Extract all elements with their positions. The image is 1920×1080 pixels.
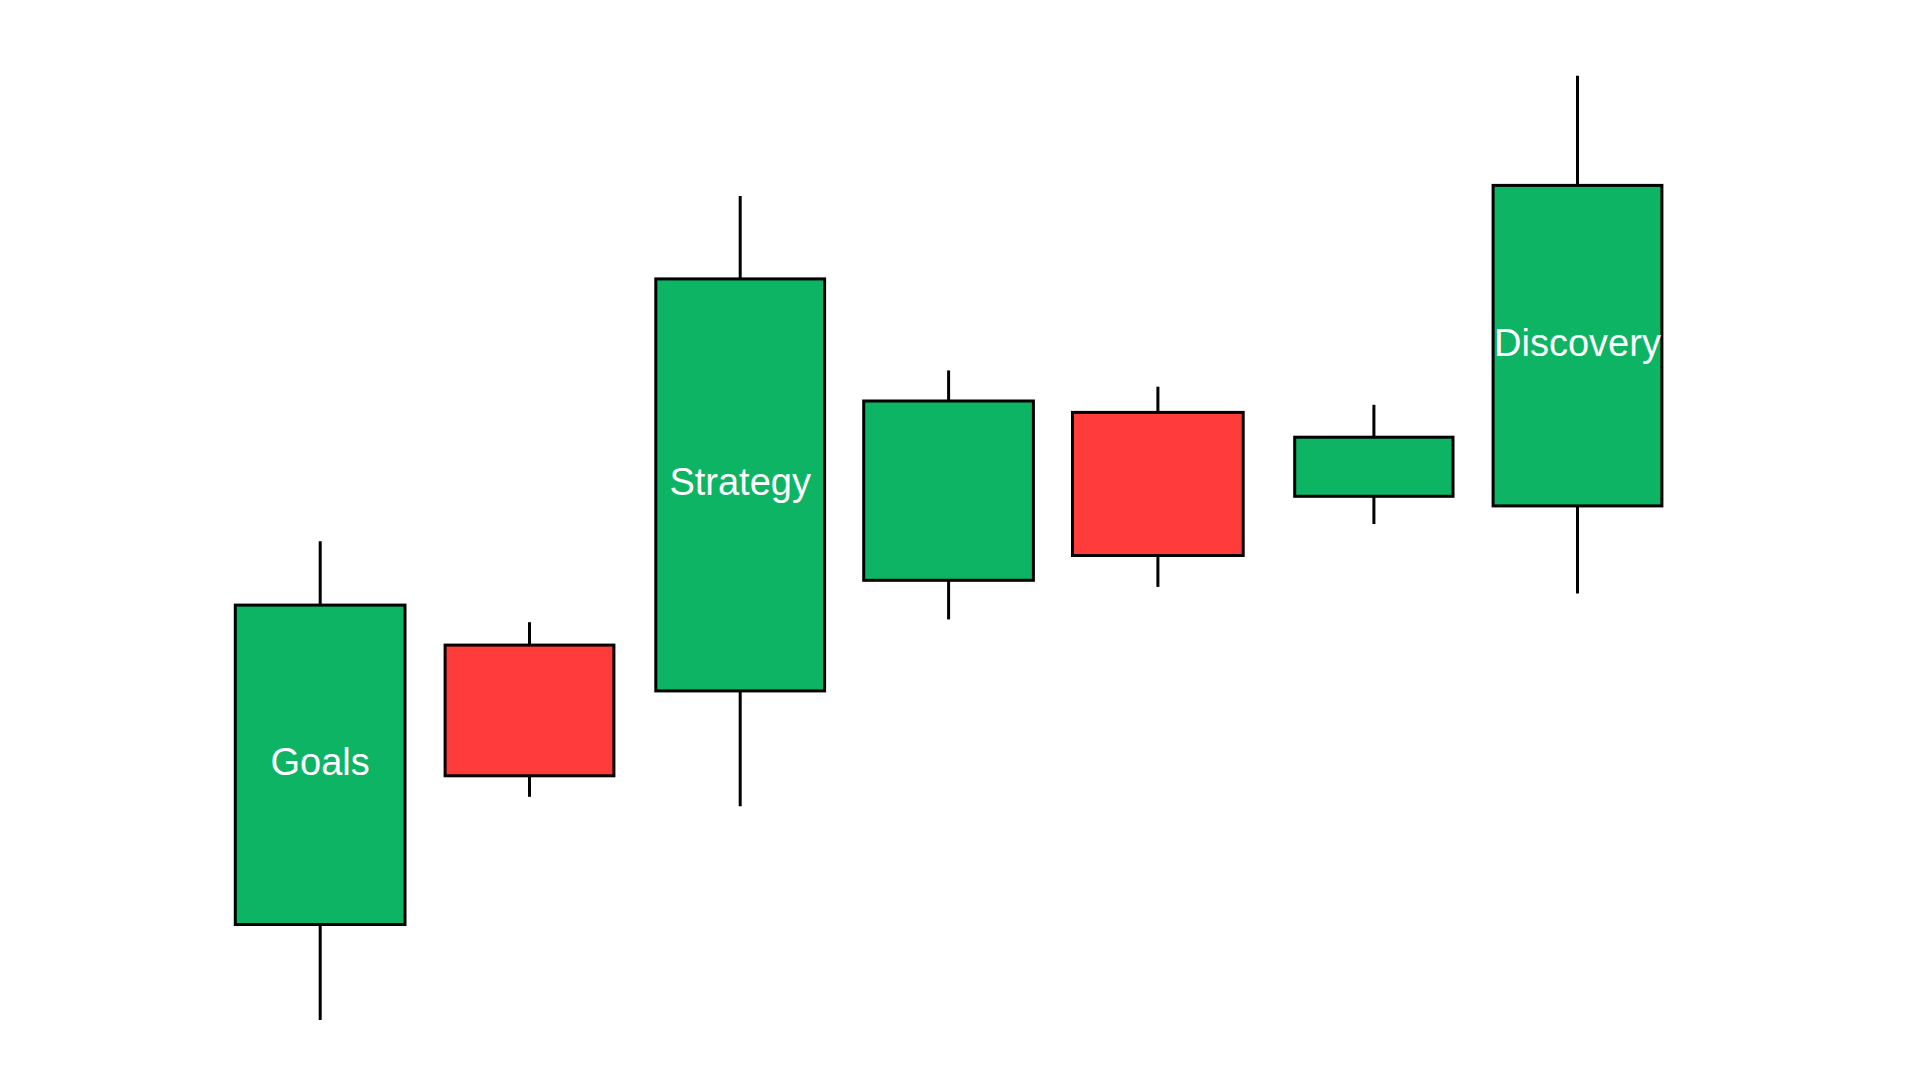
svg-text:Discovery: Discovery bbox=[1494, 322, 1661, 364]
svg-text:Goals: Goals bbox=[271, 741, 370, 783]
svg-text:Strategy: Strategy bbox=[669, 461, 811, 503]
